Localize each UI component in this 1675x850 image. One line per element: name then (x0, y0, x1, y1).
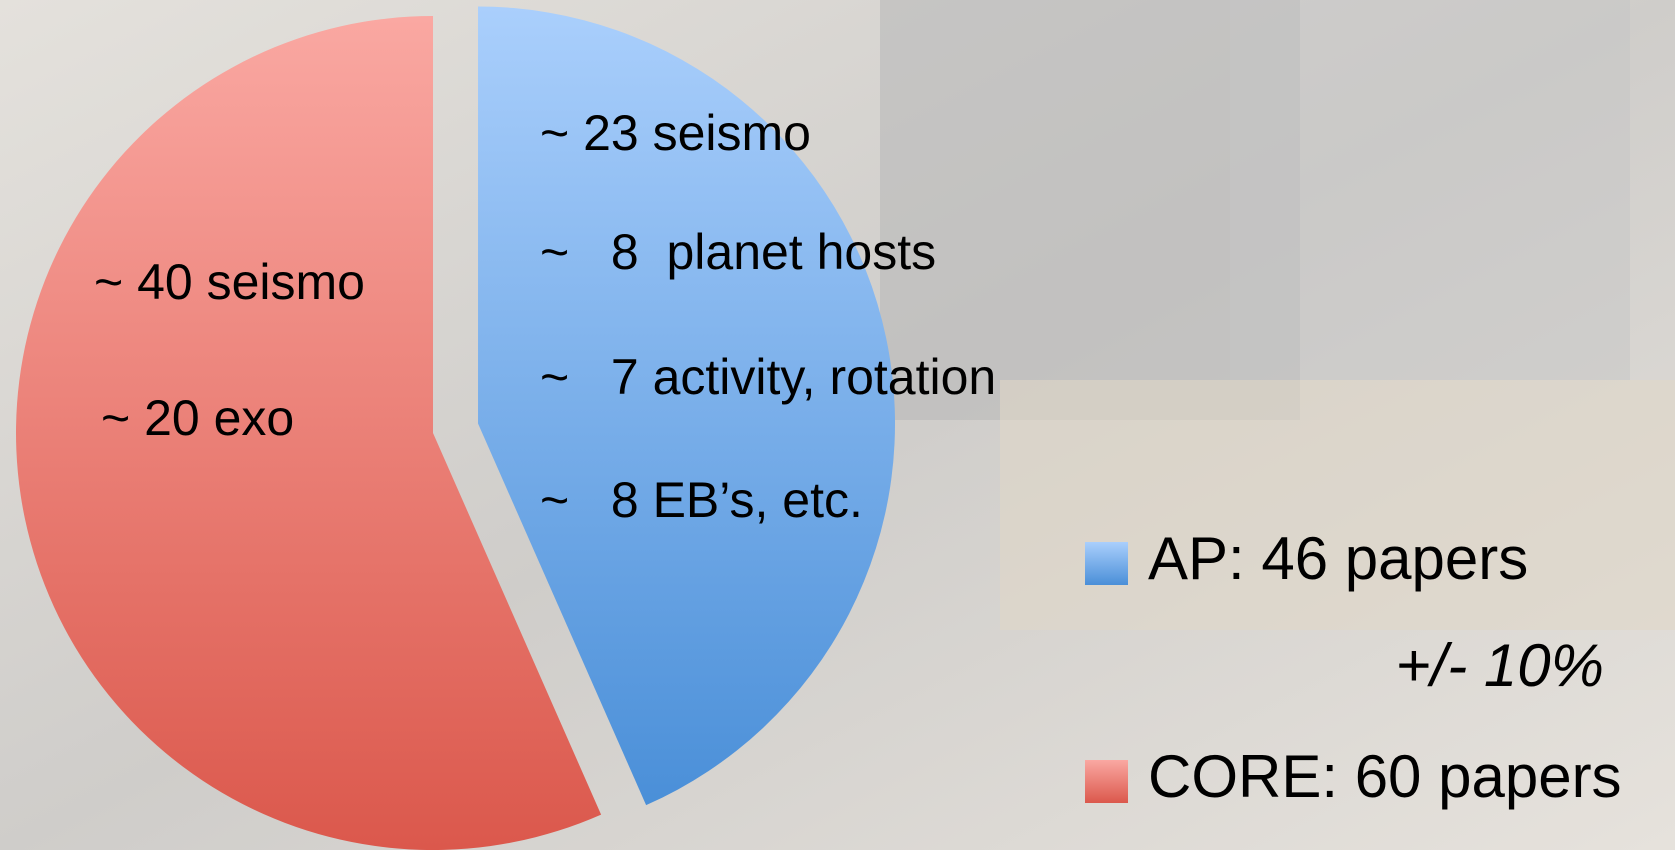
legend-swatch (1085, 760, 1128, 803)
background-panel (1000, 380, 1675, 630)
slice-annotation: ~ 20 exo (101, 390, 294, 446)
slice-annotation: ~ 23 seismo (540, 105, 811, 161)
legend-label: AP: 46 papers (1148, 525, 1528, 592)
chart: ~ 23 seismo ~ 8 planet hosts ~ 7 activity,… (0, 0, 1675, 850)
legend-swatch (1085, 542, 1128, 585)
slice-annotation: ~ 40 seismo (94, 254, 365, 310)
slice-annotation: ~ 8 EB’s, etc. (540, 472, 863, 528)
slice-annotation: ~ 8 planet hosts (540, 224, 936, 280)
note: +/- 10% (1396, 632, 1604, 699)
background-panel (1230, 0, 1630, 380)
slice-annotation: ~ 7 activity, rotation (540, 349, 996, 405)
legend-label: CORE: 60 papers (1148, 743, 1622, 810)
